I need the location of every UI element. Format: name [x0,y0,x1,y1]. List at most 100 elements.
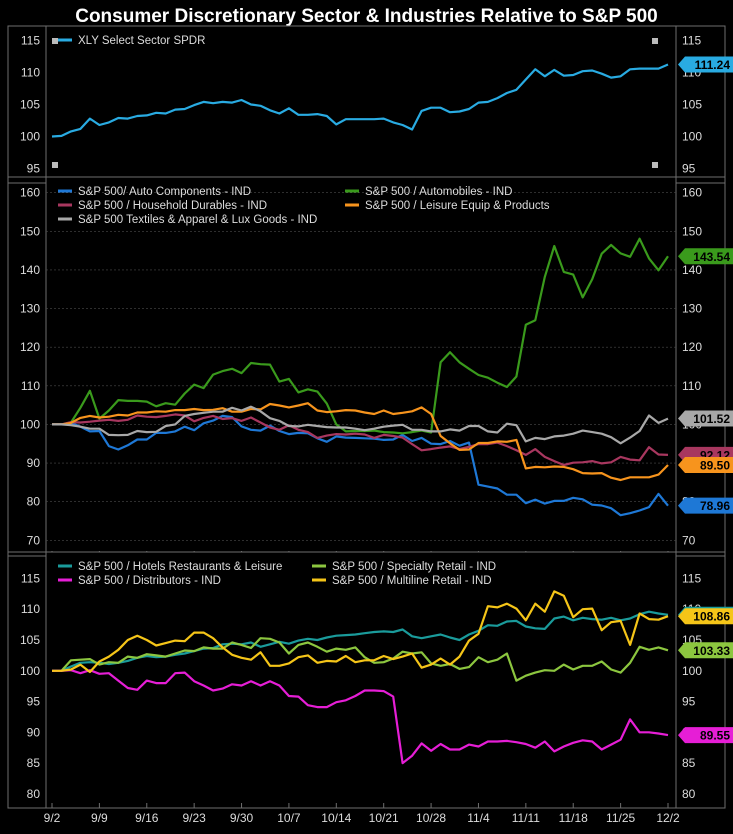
y-tick-label-left: 95 [27,162,41,176]
series-line [51,63,669,138]
y-tick-label-left: 80 [27,787,41,801]
y-tick-label-right: 105 [682,98,702,112]
series-line [52,402,669,482]
y-tick-label-left: 160 [20,186,40,200]
x-tick-label: 11/25 [606,811,635,825]
y-tick-label-right: 85 [682,756,696,770]
last-value-label: 111.24 [695,58,731,72]
legend-label: S&P 500 / Automobiles - IND [365,186,512,198]
y-tick-label-left: 100 [20,417,40,431]
last-value-tag: 101.52 [678,410,733,427]
last-value-label: 89.55 [700,729,730,743]
x-tick-label: 12/2 [656,811,680,825]
corner-marker [52,162,58,168]
plot-area [45,551,677,809]
last-value-tag-bg [678,456,733,473]
y-tick-label-left: 90 [27,725,41,739]
x-tick-label: 10/28 [416,811,446,825]
last-value-label: 103.33 [693,644,730,658]
last-value-tag: 143.54 [678,248,733,265]
last-value-tag-bg [678,410,733,427]
y-tick-label-left: 100 [20,130,40,144]
series-line [52,237,669,435]
y-tick-label-right: 95 [682,162,696,176]
y-tick-label-left: 80 [27,495,41,509]
y-tick-label-right: 70 [682,533,696,547]
y-tick-label-left: 115 [21,33,40,47]
chart-title: Consumer Discretionary Sector & Industri… [75,6,658,27]
x-tick-label: 9/30 [230,811,254,825]
panel-top: 9595100100105105110110115115XLY Select S… [7,25,733,184]
y-tick-label-left: 140 [20,263,40,277]
x-tick-label: 10/21 [369,811,399,825]
last-value-tag-bg [678,608,733,625]
y-tick-label-left: 130 [20,302,40,316]
y-tick-label-left: 120 [20,340,40,354]
last-value-tag-bg [678,642,733,659]
series-line [52,610,669,672]
y-tick-label-left: 95 [27,695,41,709]
legend-label: S&P 500 / Distributors - IND [78,575,221,587]
legend-label: S&P 500 / Multiline Retail - IND [332,575,492,587]
y-tick-label-left: 85 [27,756,41,770]
y-tick-label-right: 100 [682,664,702,678]
plot-area [45,176,677,557]
x-tick-label: 10/14 [321,811,351,825]
last-value-tag: 108.86 [678,608,733,625]
last-value-tag: 111.24 [678,56,733,73]
last-value-tag: 89.50 [678,456,733,473]
last-value-label: 78.96 [700,499,730,513]
y-tick-label-right: 120 [682,340,702,354]
last-value-tag-bg [678,497,733,514]
x-tick-label: 9/16 [135,811,159,825]
legend-label: S&P 500 Textiles & Apparel & Lux Goods -… [78,214,317,226]
series-line [52,669,669,765]
last-value-tag: 103.33 [678,642,733,659]
x-tick-label: 9/23 [182,811,206,825]
y-tick-label-right: 110 [682,379,701,393]
y-tick-label-right: 160 [682,186,702,200]
x-tick-label: 11/18 [559,811,588,825]
corner-marker [652,162,658,168]
y-tick-label-left: 90 [27,456,41,470]
last-value-label: 108.86 [693,610,730,624]
y-tick-label-left: 105 [20,98,40,112]
last-value-tag-bg [678,727,733,744]
y-tick-label-left: 100 [20,664,40,678]
panel-bottom: 8080858590909595100100105105110110115115… [7,551,733,825]
last-value-tag-bg [678,56,733,73]
legend-label: XLY Select Sector SPDR [78,35,205,47]
legend-label: S&P 500 / Leisure Equip & Products [365,200,550,212]
panel-middle: 7070808090901001001101101201201301301401… [7,176,733,557]
last-value-label: 89.50 [700,458,730,472]
y-tick-label-right: 130 [682,302,702,316]
corner-marker [652,38,658,44]
legend-label: S&P 500 / Hotels Restaurants & Leisure [78,561,282,573]
corner-marker [52,38,58,44]
x-tick-label: 9/9 [91,811,108,825]
y-tick-label-left: 70 [27,533,41,547]
x-tick-label: 11/4 [467,811,490,825]
y-tick-label-right: 95 [682,695,696,709]
y-tick-label-right: 100 [682,130,702,144]
y-tick-label-left: 105 [20,633,40,647]
y-tick-label-right: 115 [682,571,701,585]
legend-label: S&P 500 / Household Durables - IND [78,200,267,212]
y-tick-label-right: 80 [682,787,696,801]
y-tick-label-left: 115 [21,571,40,585]
y-tick-label-left: 150 [20,224,40,238]
y-tick-label-right: 115 [682,33,701,47]
last-value-tag: 89.55 [678,727,733,744]
series-line [52,637,669,682]
last-value-label: 101.52 [693,412,730,426]
last-value-tag: 78.96 [678,497,733,514]
y-tick-label-left: 110 [21,602,40,616]
last-value-tag-bg [678,248,733,265]
series-line [52,590,669,674]
series-line [52,405,669,445]
series-line [52,413,669,467]
y-tick-label-left: 110 [21,65,40,79]
legend-label: S&P 500 / Specialty Retail - IND [332,561,496,573]
series-line [52,414,669,517]
